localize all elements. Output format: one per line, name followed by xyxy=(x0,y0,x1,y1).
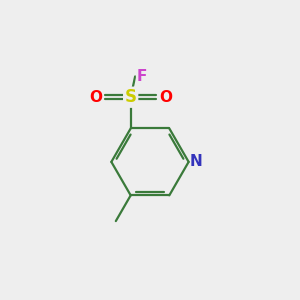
Text: N: N xyxy=(190,154,203,169)
Text: F: F xyxy=(136,69,147,84)
Text: O: O xyxy=(160,90,172,105)
Text: S: S xyxy=(125,88,137,106)
Text: O: O xyxy=(89,90,102,105)
